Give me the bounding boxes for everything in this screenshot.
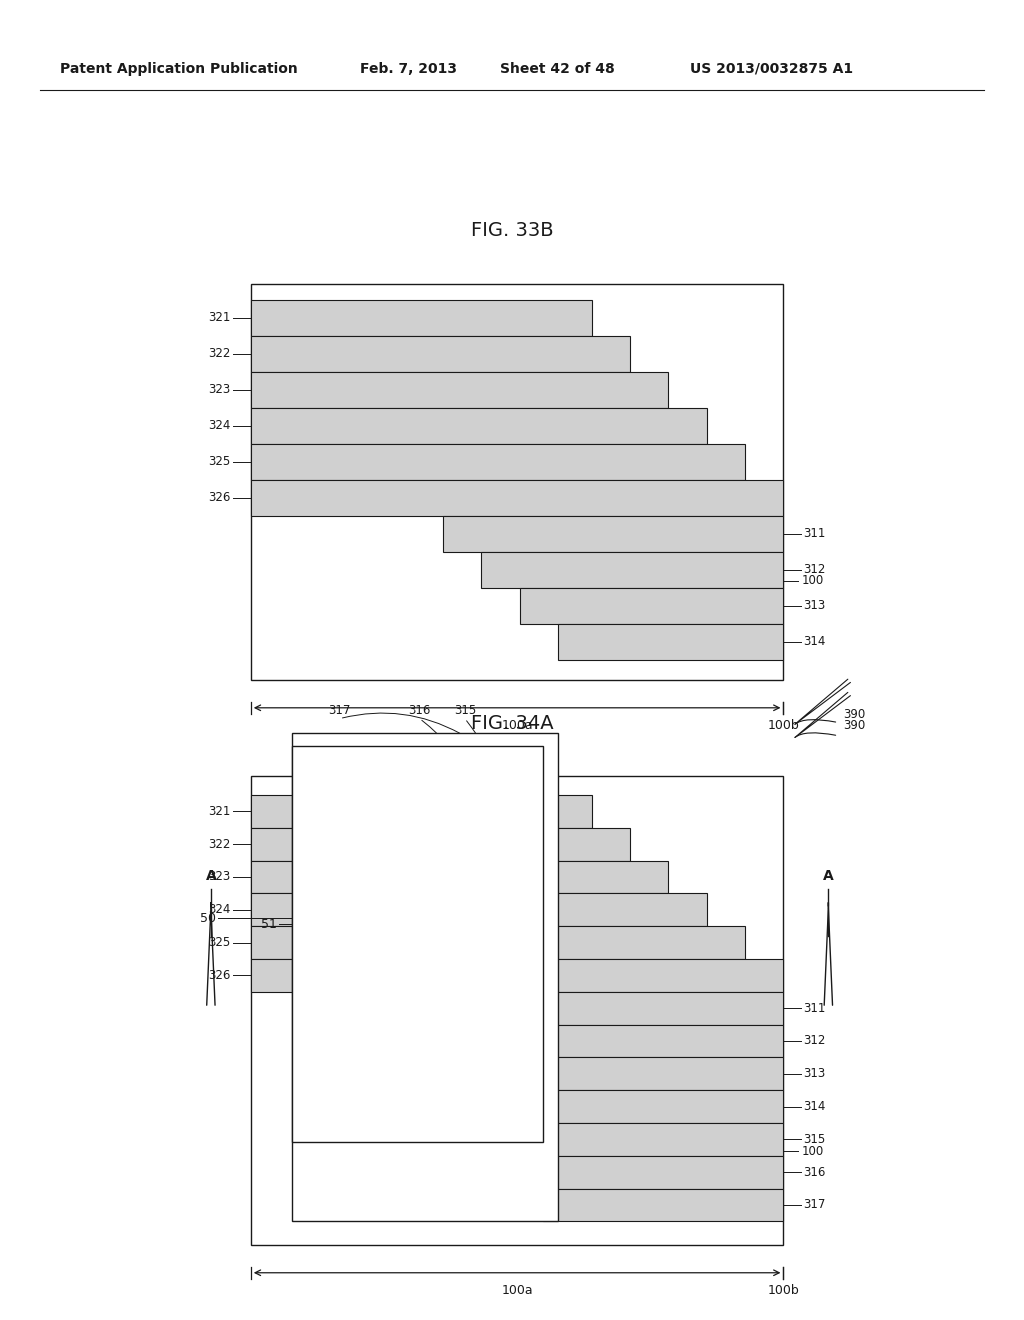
Text: A: A [206, 869, 216, 883]
Text: 322: 322 [209, 838, 230, 850]
Text: 100: 100 [802, 574, 823, 587]
Bar [443, 516, 783, 552]
Text: Patent Application Publication: Patent Application Publication [60, 62, 298, 75]
Bar [251, 444, 745, 479]
Bar [251, 372, 669, 408]
Bar [251, 284, 783, 680]
Bar [520, 587, 783, 624]
Bar [292, 733, 558, 1221]
Text: A: A [823, 869, 834, 883]
Bar [251, 335, 630, 372]
Text: 326: 326 [209, 491, 230, 504]
Text: 390: 390 [844, 719, 865, 733]
Bar [251, 795, 592, 828]
Text: 390: 390 [844, 708, 865, 721]
Text: FIG. 33B: FIG. 33B [471, 222, 553, 240]
Text: 321: 321 [209, 805, 230, 818]
Bar [251, 828, 630, 861]
Text: 313: 313 [804, 1068, 825, 1080]
Bar [292, 746, 543, 1142]
Text: Sheet 42 of 48: Sheet 42 of 48 [500, 62, 614, 75]
Text: 325: 325 [209, 455, 230, 469]
Text: 315: 315 [804, 1133, 825, 1146]
Text: 311: 311 [804, 528, 825, 540]
Bar [251, 861, 669, 894]
Bar [543, 1188, 783, 1221]
Text: Feb. 7, 2013: Feb. 7, 2013 [360, 62, 457, 75]
Text: 324: 324 [209, 903, 230, 916]
Text: 314: 314 [804, 635, 825, 648]
Text: 317: 317 [329, 704, 351, 717]
Bar [351, 1024, 783, 1057]
Bar [251, 894, 707, 927]
Bar [481, 552, 783, 587]
Bar [389, 1057, 783, 1090]
Text: 324: 324 [209, 420, 230, 432]
Text: 100a: 100a [502, 1284, 532, 1298]
Bar [251, 479, 783, 516]
Text: 50: 50 [200, 912, 216, 925]
Bar [251, 776, 783, 1245]
Text: 100a: 100a [502, 719, 532, 733]
Text: 312: 312 [804, 564, 825, 577]
Text: US 2013/0032875 A1: US 2013/0032875 A1 [690, 62, 853, 75]
Text: 317: 317 [804, 1199, 825, 1212]
Text: 100b: 100b [767, 719, 800, 733]
Bar [428, 1090, 783, 1123]
Text: FIG. 34A: FIG. 34A [471, 714, 553, 733]
Bar [558, 624, 783, 660]
Bar [251, 958, 783, 991]
Bar [251, 408, 707, 444]
Bar [505, 1156, 783, 1188]
Text: 313: 313 [804, 599, 825, 612]
Text: 323: 323 [209, 383, 230, 396]
Bar [251, 927, 745, 958]
Bar [466, 1123, 783, 1156]
Text: 316: 316 [409, 704, 431, 717]
Text: 100b: 100b [767, 1284, 800, 1298]
Text: 312: 312 [804, 1035, 825, 1047]
Text: 315: 315 [454, 704, 476, 717]
Text: 316: 316 [804, 1166, 825, 1179]
Text: 322: 322 [209, 347, 230, 360]
Text: 311: 311 [804, 1002, 825, 1015]
Bar [251, 300, 592, 335]
Text: 100: 100 [802, 1144, 823, 1158]
Text: 314: 314 [804, 1100, 825, 1113]
Text: 325: 325 [209, 936, 230, 949]
Text: 51: 51 [261, 917, 276, 931]
Text: 321: 321 [209, 312, 230, 325]
Text: 323: 323 [209, 870, 230, 883]
Text: 326: 326 [209, 969, 230, 982]
Bar [312, 991, 783, 1024]
